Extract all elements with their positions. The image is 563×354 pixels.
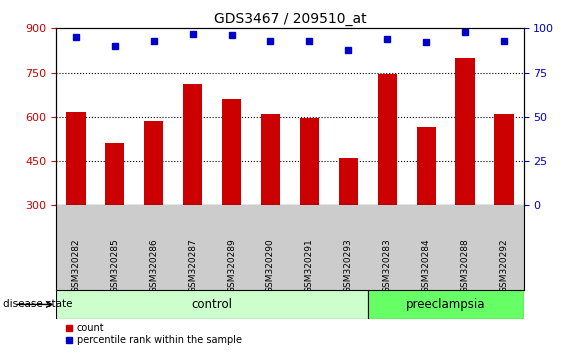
Bar: [261, 114, 280, 205]
Bar: [56, 290, 368, 319]
Bar: [144, 121, 163, 205]
Bar: [183, 84, 202, 205]
Bar: [338, 158, 358, 205]
Bar: [368, 290, 524, 319]
Bar: [378, 74, 397, 205]
Bar: [222, 99, 242, 205]
Bar: [417, 127, 436, 205]
Legend: count, percentile rank within the sample: count, percentile rank within the sample: [61, 319, 245, 349]
Text: disease state: disease state: [3, 299, 72, 309]
Bar: [105, 143, 124, 205]
Text: control: control: [191, 298, 233, 311]
Bar: [300, 118, 319, 205]
Title: GDS3467 / 209510_at: GDS3467 / 209510_at: [213, 12, 367, 26]
Bar: [66, 113, 86, 205]
Text: preeclampsia: preeclampsia: [406, 298, 485, 311]
Bar: [494, 114, 514, 205]
Bar: [455, 58, 475, 205]
